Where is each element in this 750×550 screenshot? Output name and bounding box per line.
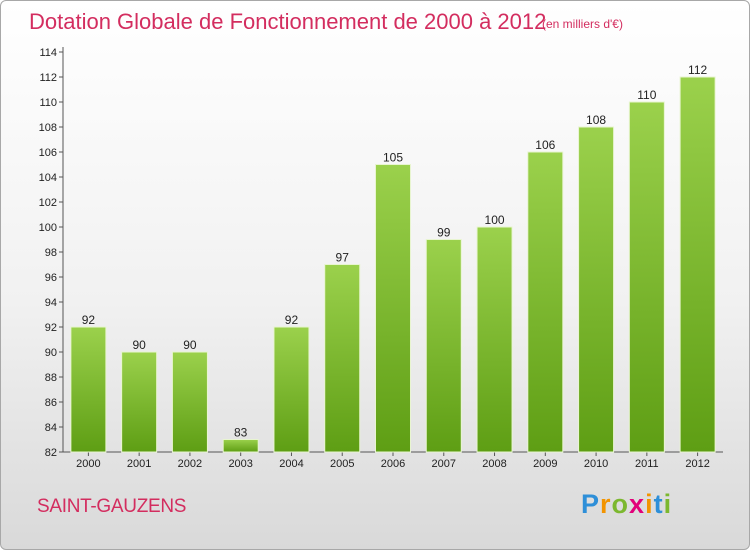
y-tick-label: 110 xyxy=(39,97,57,109)
bar-value-label-2002: 90 xyxy=(183,338,197,352)
x-tick-label-2008: 2008 xyxy=(482,458,506,470)
x-tick-label-2007: 2007 xyxy=(432,458,456,470)
logo-letter: P xyxy=(581,489,601,519)
logo-letter: x xyxy=(629,489,646,519)
proxiti-logo: Proxiti xyxy=(581,489,672,520)
x-tick-label-2002: 2002 xyxy=(178,458,202,470)
bar-value-label-2007: 99 xyxy=(437,226,451,240)
x-tick-label-2012: 2012 xyxy=(685,458,709,470)
logo-letter: o xyxy=(611,489,630,519)
bar-2005 xyxy=(324,264,361,453)
logo-letter: r xyxy=(600,489,612,519)
bar-value-label-2009: 106 xyxy=(535,138,555,152)
y-tick-label: 102 xyxy=(39,197,57,209)
bar-value-label-2003: 83 xyxy=(234,426,248,440)
bar-2010 xyxy=(578,126,615,453)
y-tick-label: 88 xyxy=(45,372,57,384)
y-tick-label: 114 xyxy=(39,47,57,59)
bar-value-label-2012: 112 xyxy=(688,63,707,77)
bar-value-label-2011: 110 xyxy=(637,88,656,102)
bar-value-label-2004: 92 xyxy=(285,313,299,327)
x-tick-label-2001: 2001 xyxy=(127,458,151,470)
y-tick-label: 84 xyxy=(45,422,57,434)
y-tick-label: 108 xyxy=(39,122,57,134)
x-tick-label-2004: 2004 xyxy=(279,458,303,470)
y-tick-label: 100 xyxy=(39,222,57,234)
bar-2004 xyxy=(273,326,310,453)
x-tick-label-2010: 2010 xyxy=(584,458,608,470)
chart-title: Dotation Globale de Fonctionnement de 20… xyxy=(29,9,547,34)
y-tick-label: 106 xyxy=(39,147,57,159)
y-tick-label: 98 xyxy=(45,247,57,259)
y-tick-label: 92 xyxy=(45,322,57,334)
bar-2000 xyxy=(70,326,107,453)
commune-name: SAINT-GAUZENS xyxy=(37,496,187,517)
bar-value-label-2010: 108 xyxy=(586,113,606,127)
x-tick-label-2000: 2000 xyxy=(76,458,100,470)
bar-2008 xyxy=(476,226,513,453)
x-tick-label-2005: 2005 xyxy=(330,458,354,470)
y-tick-label: 112 xyxy=(39,72,57,84)
y-tick-label: 86 xyxy=(45,397,57,409)
x-tick-label-2011: 2011 xyxy=(635,458,659,470)
chart-subtitle: (en milliers d'€) xyxy=(542,17,623,31)
bar-value-label-2008: 100 xyxy=(485,213,505,227)
logo-letter: t xyxy=(653,489,664,519)
y-tick-label: 94 xyxy=(45,297,57,309)
y-tick-label: 104 xyxy=(39,172,57,184)
bar-value-label-2005: 97 xyxy=(336,251,350,265)
bar-2009 xyxy=(527,151,564,453)
bar-2007 xyxy=(425,239,462,453)
bar-2001 xyxy=(121,351,158,453)
y-tick-label: 82 xyxy=(45,447,57,459)
bar-2003 xyxy=(222,439,259,453)
x-tick-label-2006: 2006 xyxy=(381,458,405,470)
bar-2006 xyxy=(375,164,411,453)
bar-value-label-2006: 105 xyxy=(383,151,403,165)
y-tick-label: 96 xyxy=(45,272,57,284)
bar-2002 xyxy=(171,351,208,453)
bar-value-label-2001: 90 xyxy=(132,338,146,352)
logo-letter: i xyxy=(663,489,673,519)
x-tick-label-2003: 2003 xyxy=(228,458,252,470)
bar-2012 xyxy=(679,76,716,453)
y-tick-label: 90 xyxy=(45,347,57,359)
x-tick-label-2009: 2009 xyxy=(533,458,557,470)
logo-letter: i xyxy=(645,489,654,519)
bar-2011 xyxy=(628,101,665,453)
bar-value-label-2000: 92 xyxy=(82,313,96,327)
